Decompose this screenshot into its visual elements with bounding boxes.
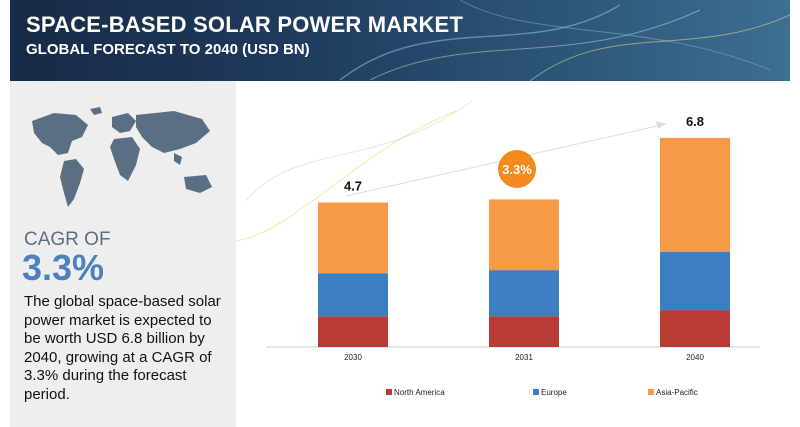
chart-decoration [236, 100, 473, 242]
summary-panel: CAGR OF 3.3% The global space-based sola… [10, 81, 236, 427]
chart-legend: North America Europe Asia-Pacific [386, 388, 698, 397]
legend-swatch-asia-pacific [648, 389, 654, 395]
x-tick-2030: 2030 [344, 353, 362, 362]
cagr-bubble: 3.3% [498, 150, 536, 188]
growth-trend-arrow-icon [656, 121, 666, 129]
bar-europe-2030 [318, 273, 388, 317]
cagr-value: 3.3% [22, 247, 105, 288]
total-label-2030: 4.7 [344, 178, 362, 193]
legend-label-north-america: North America [394, 388, 445, 397]
world-map-icon [32, 107, 212, 207]
cagr-label: CAGR OF [24, 229, 111, 250]
market-summary-text: The global space-based solar power marke… [24, 293, 221, 403]
bar-europe-2040 [660, 251, 730, 311]
legend-swatch-north-america [386, 389, 392, 395]
legend-label-asia-pacific: Asia-Pacific [656, 388, 698, 397]
x-tick-2031: 2031 [515, 353, 533, 362]
bar-north-america-2031 [489, 316, 559, 347]
bar-asia-pacific-2040 [660, 137, 730, 252]
x-tick-2040: 2040 [686, 353, 704, 362]
bar-asia-pacific-2030 [318, 202, 388, 274]
legend-label-europe: Europe [541, 388, 567, 397]
legend-swatch-europe [533, 389, 539, 395]
bar-europe-2031 [489, 270, 559, 317]
bar-north-america-2040 [660, 310, 730, 347]
page-title: SPACE-BASED SOLAR POWER MARKET [26, 12, 464, 37]
bar-north-america-2030 [318, 316, 388, 347]
page-subtitle: GLOBAL FORECAST TO 2040 (USD BN) [26, 41, 310, 58]
stacked-bar-chart: 4.7 6.8 2030 2031 2040 3.3% North America Eu… [236, 100, 760, 397]
header-banner: SPACE-BASED SOLAR POWER MARKET GLOBAL FO… [10, 0, 790, 81]
decorative-light-swirl [339, 0, 790, 81]
bar-asia-pacific-2031 [489, 199, 559, 271]
cagr-bubble-circle [498, 150, 536, 188]
cagr-annotation-label: 3.3% [502, 162, 532, 177]
total-label-2040: 6.8 [686, 114, 704, 129]
